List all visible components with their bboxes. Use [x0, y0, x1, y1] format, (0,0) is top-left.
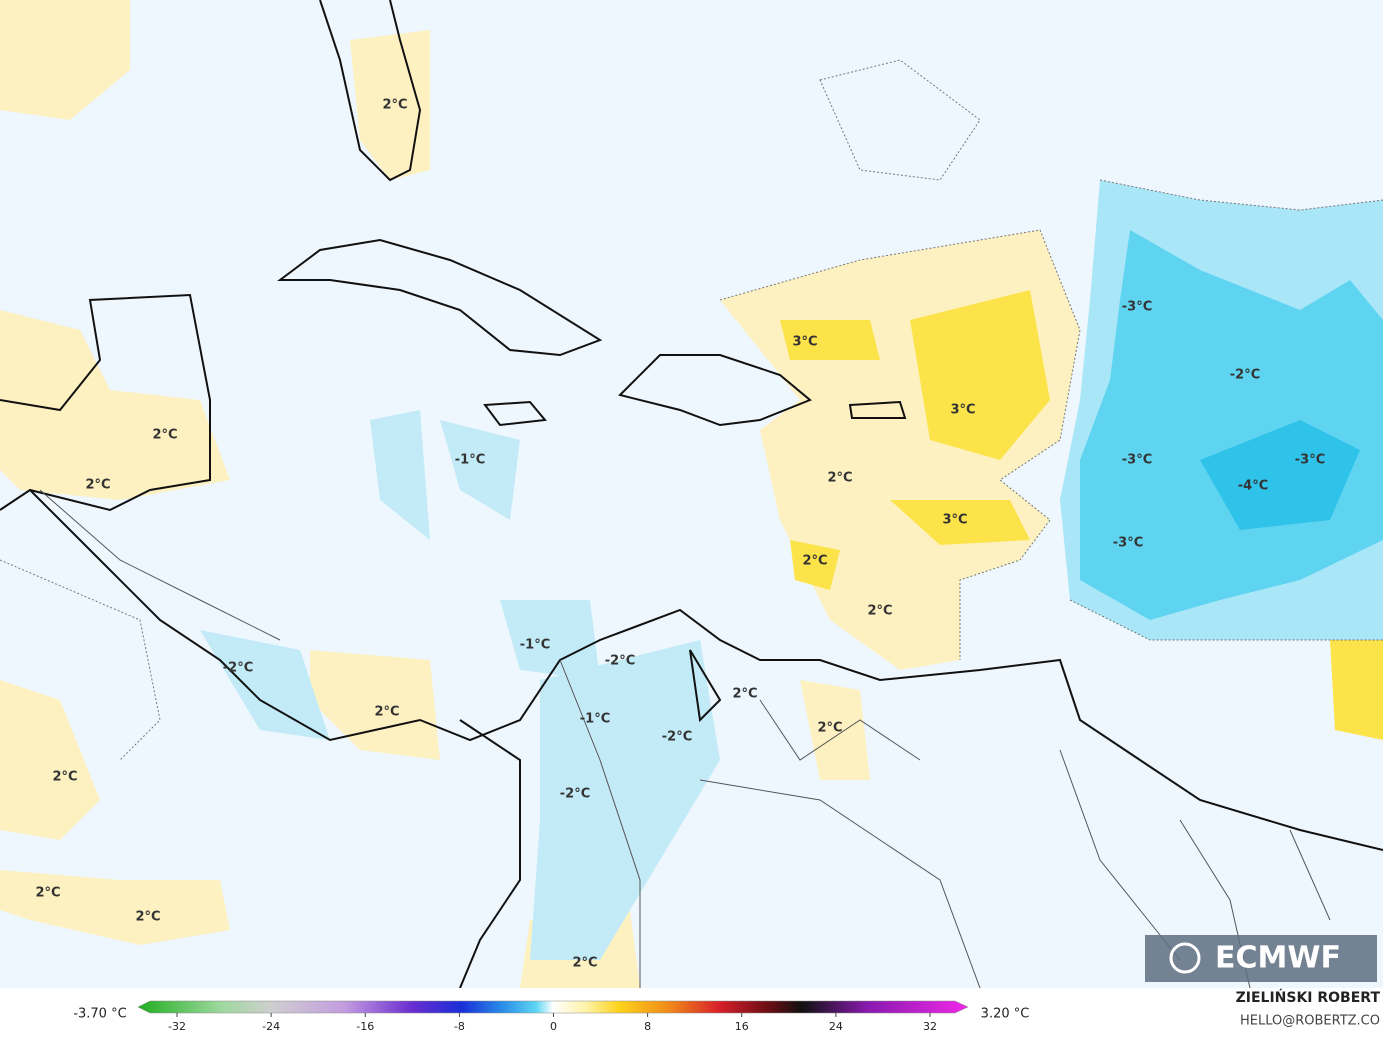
contour-label: 2°C [152, 428, 177, 443]
contour-label: 2°C [35, 886, 60, 901]
colorbar-tick-label: -16 [356, 1020, 374, 1033]
contour-label: 2°C [802, 554, 827, 569]
colorbar-tick-label: 0 [550, 1020, 557, 1033]
colorbar-tick-label: -8 [454, 1020, 465, 1033]
coastlines [0, 0, 1383, 989]
contour-label: -2°C [605, 654, 635, 669]
contour-label: -3°C [1113, 536, 1143, 551]
contour-label: 2°C [382, 98, 407, 113]
contour-label: -1°C [520, 638, 550, 653]
contour-label: 3°C [950, 403, 975, 418]
contour-label: -1°C [455, 453, 485, 468]
colorbar [137, 1000, 969, 1014]
contour-label: 2°C [732, 687, 757, 702]
author: ZIELIŃSKI ROBERT [1236, 988, 1381, 1006]
contour-label: 2°C [867, 604, 892, 619]
contour-label: 3°C [792, 335, 817, 350]
contour-label: -4°C [1238, 479, 1268, 494]
max-label: 3.20 °C [981, 1007, 1030, 1022]
colorbar-tick-label: 8 [644, 1020, 651, 1033]
contour-label: 3°C [942, 513, 967, 528]
min-label: -3.70 °C [73, 1007, 126, 1022]
contour-label: -3°C [1122, 453, 1152, 468]
contour-label: -1°C [580, 712, 610, 727]
contour-label: -3°C [1122, 300, 1152, 315]
colorbar-tick-label: 24 [829, 1020, 843, 1033]
contour-label: 2°C [85, 478, 110, 493]
contour-label: -2°C [1230, 368, 1260, 383]
contour-label: -3°C [1295, 453, 1325, 468]
contour-label: 2°C [817, 721, 842, 736]
colorbar-tick-label: 32 [923, 1020, 937, 1033]
email: HELLO@ROBERTZ.CO [1240, 1014, 1380, 1029]
contour-label: 2°C [572, 956, 597, 971]
contour-label: -2°C [223, 661, 253, 676]
colorbar-tick-label: 16 [735, 1020, 749, 1033]
colorbar-tick-label: -24 [262, 1020, 280, 1033]
logo: ECMWF [1145, 935, 1377, 982]
contour-label: 2°C [827, 471, 852, 486]
contour-labels: 2°C 2°C 2°C 3°C 3°C -3°C -2°C -1°C 2°C -3°C -3°C -4… [35, 98, 1325, 971]
contour-label: 2°C [374, 705, 399, 720]
colorbar-ticks: -32 -24 -16 -8 0 8 16 24 32 [168, 1013, 937, 1033]
contour-label: 2°C [135, 910, 160, 925]
anomaly-fill [0, 0, 1383, 988]
colorbar-tick-label: -32 [168, 1020, 186, 1033]
contour-label: -2°C [560, 787, 590, 802]
contour-label: 2°C [52, 770, 77, 785]
contour-label: -2°C [662, 730, 692, 745]
contours [0, 59, 1383, 761]
logo-text: ECMWF [1215, 941, 1341, 976]
